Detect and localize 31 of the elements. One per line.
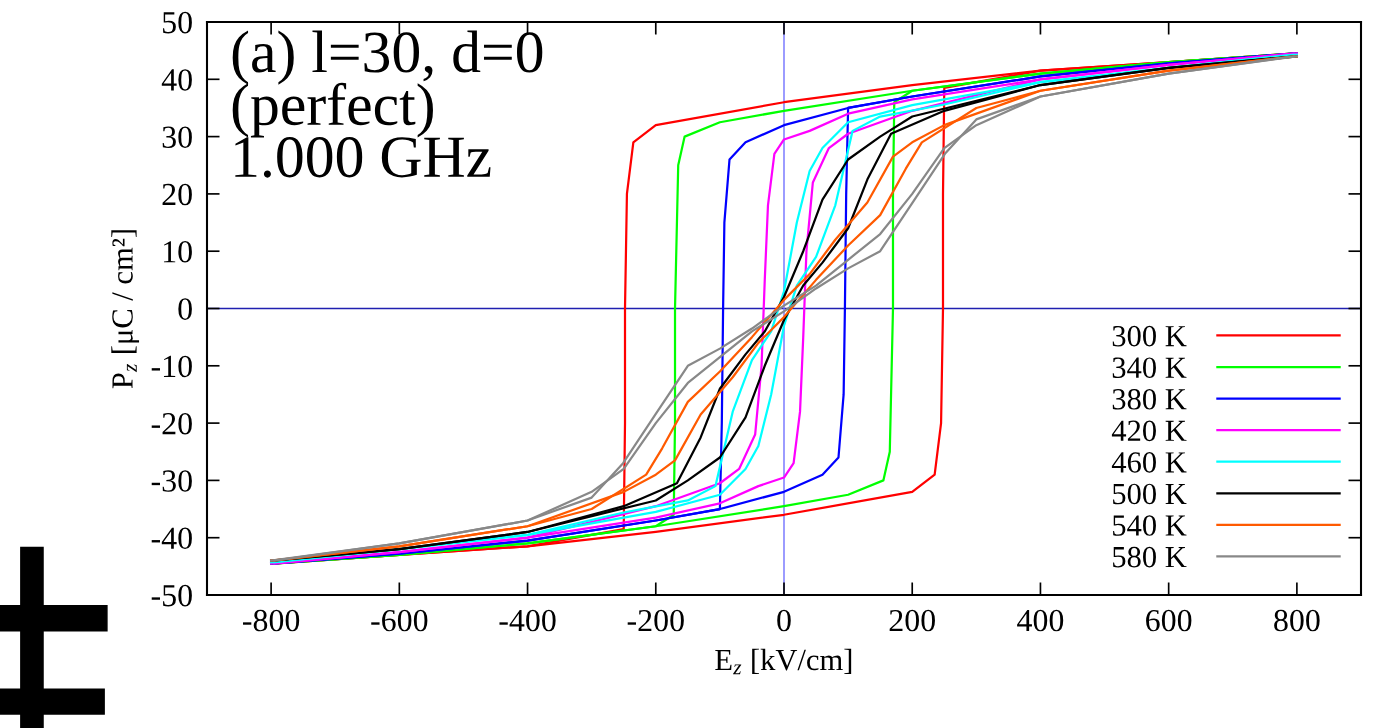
legend-label: 580 K (1113, 546, 1187, 568)
y-tick-label: 50 (163, 11, 192, 34)
x-tick-label: 600 (1146, 609, 1192, 632)
x-axis-title: E$_{z}$ [kV/cm] (715, 648, 852, 675)
y-tick-label: -40 (151, 527, 192, 550)
annotation: (a) l=30, d=0 (perfect) 1.000 GHz (232, 30, 543, 178)
x-tick-label: -200 (627, 609, 684, 632)
y-tick-label: 30 (162, 126, 192, 148)
x-tick-label: -600 (371, 609, 428, 632)
legend-label: 460 K (1111, 452, 1187, 473)
y-tick-label: -30 (151, 470, 192, 492)
legend-label: 540 K (1113, 515, 1187, 536)
legend-label: 500 K (1113, 483, 1187, 505)
y-tick-label: -20 (151, 412, 192, 435)
y-tick-label: -10 (151, 355, 192, 378)
y-tick-label: 0 (178, 298, 192, 320)
x-tick-label: -400 (499, 609, 556, 632)
legend-label: 420 K (1111, 420, 1187, 442)
legend-label: 300 K (1112, 325, 1187, 347)
y-tick-label: -50 (151, 584, 192, 607)
legend-label: 340 K (1112, 357, 1187, 379)
y-tick-label: 10 (163, 241, 192, 263)
x-tick-label: 0 (777, 609, 791, 632)
y-tick-label: 40 (161, 69, 192, 91)
x-tick-label: 400 (1017, 609, 1064, 632)
x-tick-label: -800 (243, 609, 300, 632)
legend-label: 380 K (1112, 388, 1187, 410)
x-tick-label: 800 (1274, 609, 1320, 632)
x-tick-label: 200 (889, 609, 935, 632)
y-tick-label: 20 (162, 183, 192, 206)
y-axis-title: P$_{z}$ [μC / cm²] (111, 230, 140, 389)
